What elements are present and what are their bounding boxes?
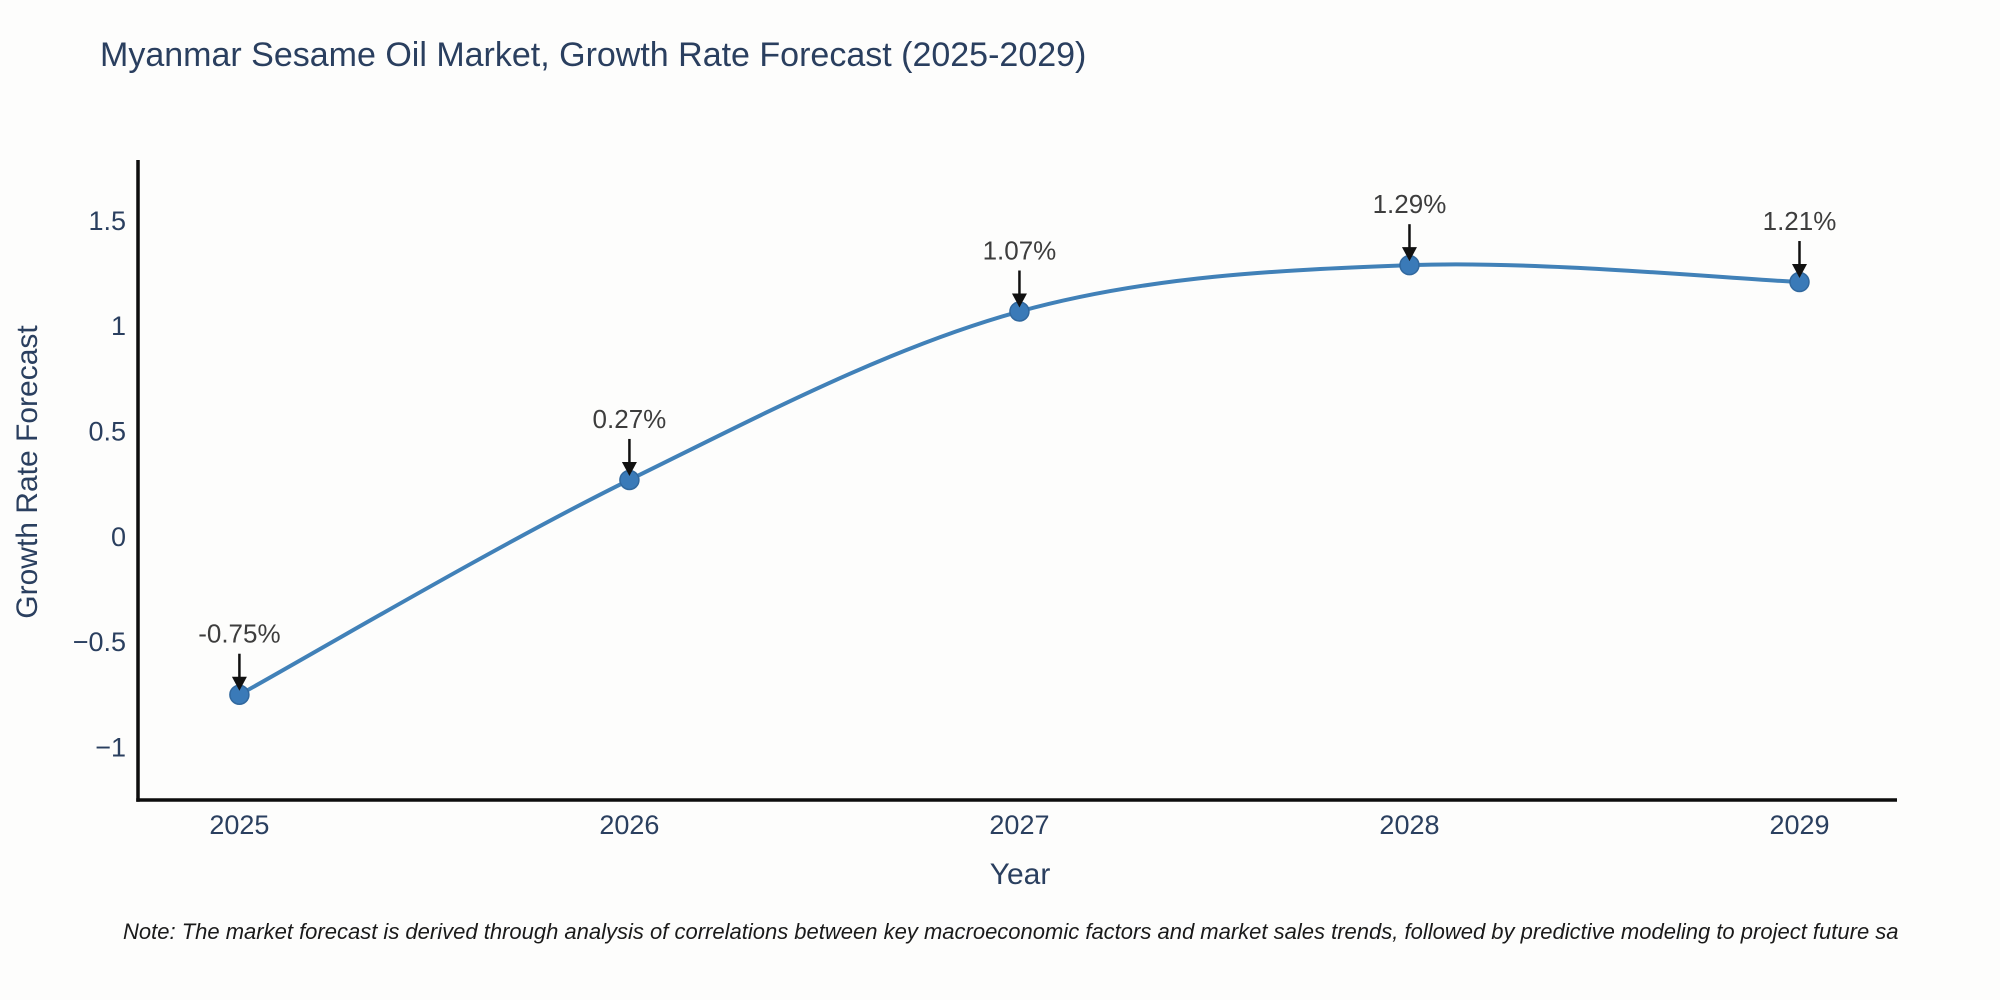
y-axis-ticks: 1.5 1 0.5 0 −0.5 −1 xyxy=(73,206,126,762)
annotation-arrowhead-icon xyxy=(1011,293,1027,308)
annotations: -0.75% 0.27% 1.07% 1.29% 1.21% xyxy=(198,189,1836,691)
x-tick-label: 2028 xyxy=(1379,810,1439,840)
annotation-arrowhead-icon xyxy=(621,461,637,476)
y-tick-label: 1 xyxy=(111,311,126,341)
annotation-label: 1.29% xyxy=(1373,189,1447,219)
y-tick-label: 0.5 xyxy=(88,417,126,447)
axes xyxy=(136,160,1897,802)
chart-title: Myanmar Sesame Oil Market, Growth Rate F… xyxy=(100,36,1087,74)
annotation-arrowhead-icon xyxy=(1791,264,1807,279)
annotation-label: -0.75% xyxy=(198,619,280,649)
annotation-label: 1.07% xyxy=(983,235,1057,265)
y-tick-label: 0 xyxy=(111,522,126,552)
y-tick-label: −0.5 xyxy=(73,627,126,657)
x-tick-label: 2025 xyxy=(209,810,269,840)
x-axis-ticks: 2025 2026 2027 2028 2029 xyxy=(209,810,1829,840)
footnote: Note: The market forecast is derived thr… xyxy=(123,919,1899,944)
y-tick-label: −1 xyxy=(95,732,126,762)
line-series[interactable] xyxy=(229,254,1810,705)
annotation-arrowhead-icon xyxy=(231,676,247,691)
y-tick-label: 1.5 xyxy=(88,206,126,236)
annotation-label: 1.21% xyxy=(1763,206,1837,236)
forecast-line[interactable] xyxy=(237,262,1802,697)
annotation-label: 0.27% xyxy=(593,404,667,434)
x-tick-label: 2026 xyxy=(599,810,659,840)
x-tick-label: 2029 xyxy=(1769,810,1829,840)
x-axis-title: Year xyxy=(989,858,1051,891)
x-tick-label: 2027 xyxy=(989,810,1049,840)
annotation-arrowhead-icon xyxy=(1401,247,1417,262)
